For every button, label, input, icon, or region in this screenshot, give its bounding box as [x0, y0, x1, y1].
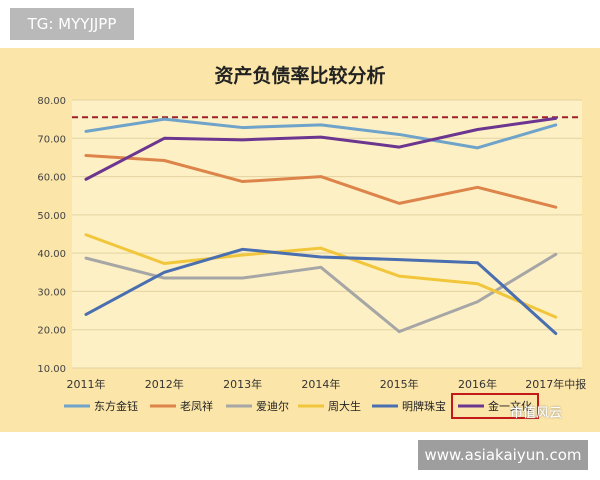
series-line — [84, 117, 558, 150]
series-line — [84, 247, 558, 336]
account-tag: TG: MYYJJPP — [10, 8, 134, 40]
x-tick-label: 2011年 — [67, 377, 106, 391]
legend-label: 金一文化 — [488, 399, 532, 413]
plot-area — [72, 100, 582, 368]
legend-label: 东方金钰 — [94, 399, 138, 413]
legend-label: 老凤祥 — [180, 399, 213, 413]
x-axis-ticks: 2011年 2012年 2013年 2014年 2015年 2016年 2017年中报 — [67, 377, 587, 391]
x-tick-label: 2013年 — [223, 377, 262, 391]
legend-label: 明牌珠宝 — [402, 399, 446, 413]
x-tick-label: 2016年 — [458, 377, 497, 391]
y-axis-ticks: 10.00 20.00 30.00 40.00 50.00 60.00 70.00 80.00 — [37, 96, 66, 375]
y-tick-label: 70.00 — [37, 134, 66, 145]
grid-lines — [72, 99, 582, 369]
legend: 东方金钰 老凤祥 爱迪尔 周大生 明牌珠宝 金一文化 — [64, 393, 539, 419]
chart-panel: 10.00 20.00 30.00 40.00 50.00 60.00 70.00 80.00… — [0, 48, 600, 432]
x-tick-label: 2012年 — [145, 377, 184, 391]
brand-watermark: 市值风云 — [510, 406, 563, 421]
y-tick-label: 50.00 — [37, 211, 66, 222]
legend-label: 周大生 — [328, 399, 361, 413]
y-tick-label: 30.00 — [37, 287, 66, 298]
y-tick-label: 80.00 — [37, 96, 66, 107]
series-line — [84, 116, 558, 181]
x-tick-label: 2015年 — [380, 377, 419, 391]
y-tick-label: 10.00 — [37, 364, 66, 375]
site-watermark: www.asiakaiyun.com — [418, 440, 588, 470]
series-lines — [84, 116, 558, 336]
chart-title: 资产负债率比较分析 — [214, 64, 385, 87]
series-line — [84, 252, 558, 334]
y-tick-label: 60.00 — [37, 173, 66, 184]
legend-highlight-box — [451, 393, 539, 419]
y-tick-label: 20.00 — [37, 326, 66, 337]
series-line — [84, 233, 558, 319]
legend-label: 爱迪尔 — [256, 400, 289, 413]
x-tick-label: 2014年 — [301, 377, 340, 391]
series-line — [84, 154, 558, 209]
y-tick-label: 40.00 — [37, 249, 66, 260]
x-tick-label: 2017年中报 — [525, 377, 586, 391]
debt-ratio-line-chart: 10.00 20.00 30.00 40.00 50.00 60.00 70.00 80.00… — [37, 64, 587, 419]
